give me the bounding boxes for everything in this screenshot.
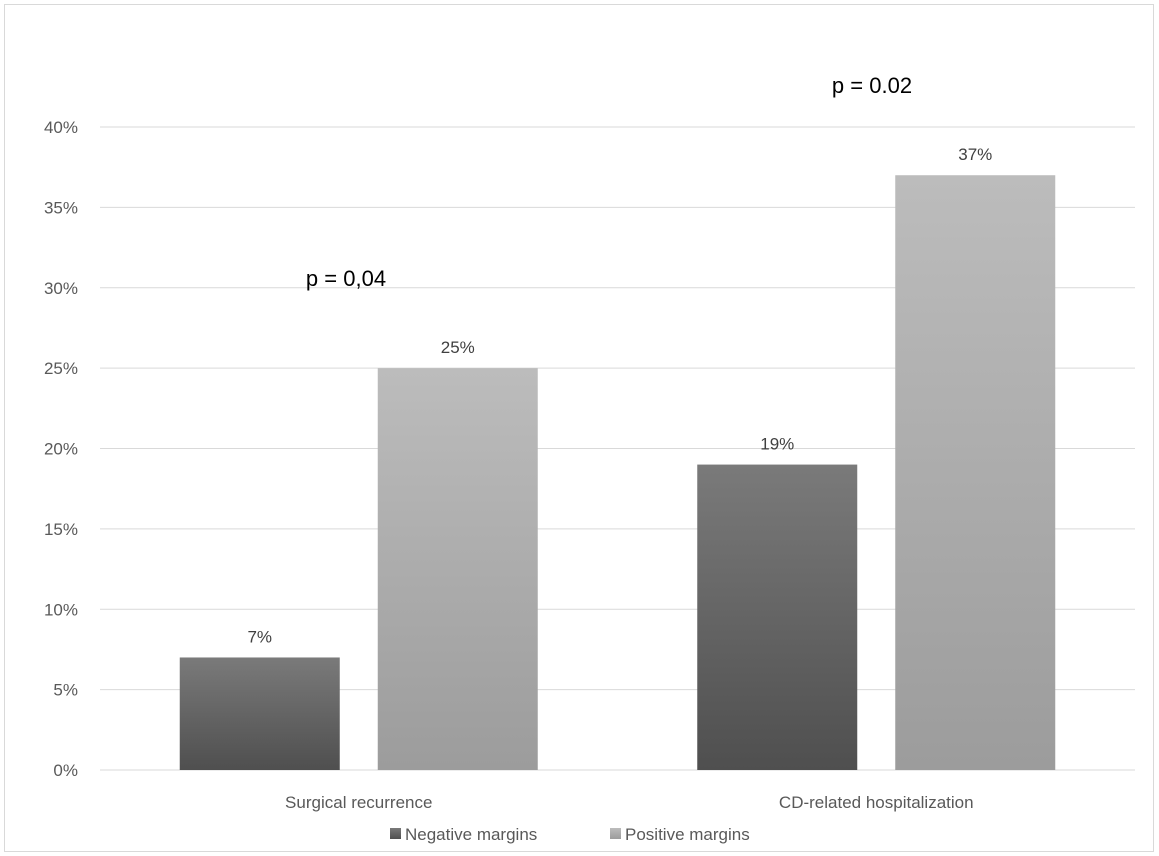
bar bbox=[895, 175, 1056, 771]
data-label: 7% bbox=[247, 627, 272, 646]
y-tick-label: 15% bbox=[44, 520, 78, 539]
data-labels: 7% 25% 19% 37% bbox=[247, 145, 992, 646]
y-tick-label: 5% bbox=[53, 681, 78, 700]
x-axis-category-labels: Surgical recurrence CD-related hospitaliz… bbox=[285, 793, 974, 812]
y-tick-label: 35% bbox=[44, 198, 78, 217]
p-value-annotation-surgical-recurrence: p = 0,04 bbox=[306, 266, 386, 291]
y-tick-label: 25% bbox=[44, 359, 78, 378]
data-label: 25% bbox=[441, 338, 475, 357]
data-label: 37% bbox=[958, 145, 992, 164]
y-tick-label: 10% bbox=[44, 600, 78, 619]
y-axis-tick-labels: 0% 5% 10% 15% 20% 25% 30% 35% 40% bbox=[44, 118, 78, 780]
category-label: Surgical recurrence bbox=[285, 793, 432, 812]
bar bbox=[179, 657, 340, 770]
p-value-annotation-cd-hospitalization: p = 0.02 bbox=[832, 73, 912, 98]
category-label: CD-related hospitalization bbox=[779, 793, 974, 812]
data-label: 19% bbox=[760, 435, 794, 454]
legend-swatch-positive-margins bbox=[610, 828, 621, 839]
legend-label-positive-margins: Positive margins bbox=[625, 825, 750, 844]
y-tick-label: 30% bbox=[44, 279, 78, 298]
legend: Negative margins Positive margins bbox=[390, 825, 750, 844]
legend-label-negative-margins: Negative margins bbox=[405, 825, 537, 844]
bars bbox=[179, 175, 1056, 771]
y-tick-label: 20% bbox=[44, 440, 78, 459]
y-tick-label: 40% bbox=[44, 118, 78, 137]
bar bbox=[377, 368, 538, 770]
y-tick-label: 0% bbox=[53, 761, 78, 780]
bar bbox=[697, 464, 858, 770]
legend-swatch-negative-margins bbox=[390, 828, 401, 839]
